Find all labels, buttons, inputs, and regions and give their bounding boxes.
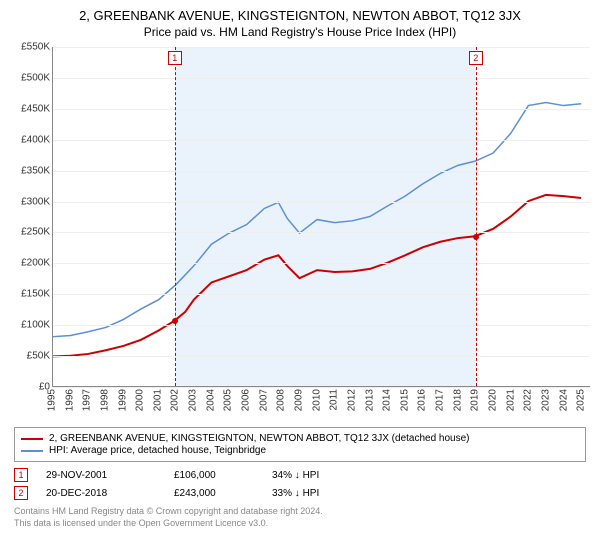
gridline — [53, 171, 590, 172]
x-tick-label: 1999 — [117, 389, 128, 411]
footer: Contains HM Land Registry data © Crown c… — [14, 506, 586, 529]
x-tick-label: 2005 — [223, 389, 234, 411]
gridline — [53, 202, 590, 203]
y-tick-label: £100K — [21, 320, 50, 331]
gridline — [53, 294, 590, 295]
event-vline — [476, 47, 477, 386]
event-delta: 33% ↓ HPI — [272, 488, 319, 499]
gridline — [53, 263, 590, 264]
gridline — [53, 325, 590, 326]
footer-line-1: Contains HM Land Registry data © Crown c… — [14, 506, 586, 518]
y-tick-label: £300K — [21, 196, 50, 207]
x-tick-label: 2015 — [399, 389, 410, 411]
x-tick-label: 2024 — [558, 389, 569, 411]
event-row: 1 29-NOV-2001 £106,000 34% ↓ HPI — [14, 468, 586, 482]
x-tick-label: 2011 — [329, 389, 340, 411]
y-tick-label: £250K — [21, 227, 50, 238]
gridline — [53, 232, 590, 233]
y-tick-label: £550K — [21, 42, 50, 53]
event-price: £106,000 — [174, 470, 254, 481]
event-date: 29-NOV-2001 — [46, 470, 156, 481]
event-dot — [473, 234, 479, 240]
legend-item: HPI: Average price, detached house, Teig… — [21, 445, 579, 456]
legend-label: HPI: Average price, detached house, Teig… — [49, 445, 266, 456]
legend-swatch — [21, 438, 43, 440]
x-tick-label: 2009 — [293, 389, 304, 411]
x-tick-label: 2020 — [487, 389, 498, 411]
series-hpi — [53, 102, 581, 336]
x-tick-label: 1995 — [47, 389, 58, 411]
gridline — [53, 356, 590, 357]
x-tick-label: 2022 — [523, 389, 534, 411]
x-tick-label: 2007 — [258, 389, 269, 411]
line-layer — [53, 47, 590, 386]
event-price: £243,000 — [174, 488, 254, 499]
x-tick-label: 2021 — [505, 389, 516, 411]
chart-subtitle: Price paid vs. HM Land Registry's House … — [10, 25, 590, 39]
event-marker-box: 1 — [168, 51, 182, 65]
x-tick-label: 2004 — [205, 389, 216, 411]
x-tick-label: 2012 — [346, 389, 357, 411]
event-date: 20-DEC-2018 — [46, 488, 156, 499]
plot-area: 12 — [52, 47, 590, 387]
x-tick-label: 2019 — [470, 389, 481, 411]
x-tick-label: 2018 — [452, 389, 463, 411]
y-tick-label: £200K — [21, 258, 50, 269]
x-tick-label: 2000 — [135, 389, 146, 411]
y-tick-label: £500K — [21, 72, 50, 83]
event-marker: 2 — [14, 486, 28, 500]
x-tick-label: 2001 — [152, 389, 163, 411]
y-tick-label: £50K — [27, 351, 50, 362]
x-tick-label: 1998 — [99, 389, 110, 411]
legend-item: 2, GREENBANK AVENUE, KINGSTEIGNTON, NEWT… — [21, 433, 579, 444]
x-tick-label: 1996 — [64, 389, 75, 411]
event-dot — [172, 318, 178, 324]
event-row: 2 20-DEC-2018 £243,000 33% ↓ HPI — [14, 486, 586, 500]
x-tick-label: 2023 — [540, 389, 551, 411]
chart-title: 2, GREENBANK AVENUE, KINGSTEIGNTON, NEWT… — [10, 8, 590, 23]
gridline — [53, 140, 590, 141]
x-tick-label: 1997 — [82, 389, 93, 411]
gridline — [53, 78, 590, 79]
y-tick-label: £350K — [21, 165, 50, 176]
x-tick-label: 2010 — [311, 389, 322, 411]
y-tick-label: £150K — [21, 289, 50, 300]
x-tick-label: 2008 — [276, 389, 287, 411]
footer-line-2: This data is licensed under the Open Gov… — [14, 518, 586, 530]
x-tick-label: 2013 — [364, 389, 375, 411]
x-tick-label: 2003 — [188, 389, 199, 411]
x-tick-label: 2017 — [435, 389, 446, 411]
event-delta: 34% ↓ HPI — [272, 470, 319, 481]
x-axis: 1995199619971998199920002001200220032004… — [52, 387, 590, 417]
x-tick-label: 2014 — [382, 389, 393, 411]
x-tick-label: 2002 — [170, 389, 181, 411]
gridline — [53, 109, 590, 110]
y-tick-label: £450K — [21, 103, 50, 114]
event-marker-box: 2 — [469, 51, 483, 65]
legend-label: 2, GREENBANK AVENUE, KINGSTEIGNTON, NEWT… — [49, 433, 470, 444]
gridline — [53, 47, 590, 48]
event-vline — [175, 47, 176, 386]
x-tick-label: 2016 — [417, 389, 428, 411]
y-tick-label: £400K — [21, 134, 50, 145]
x-tick-label: 2025 — [576, 389, 587, 411]
event-marker: 1 — [14, 468, 28, 482]
x-tick-label: 2006 — [241, 389, 252, 411]
event-list: 1 29-NOV-2001 £106,000 34% ↓ HPI 2 20-DEC-201… — [10, 468, 590, 500]
y-axis: £0£50K£100K£150K£200K£250K£300K£350K£400… — [10, 47, 52, 387]
legend-swatch — [21, 450, 43, 452]
chart-area: £0£50K£100K£150K£200K£250K£300K£350K£400… — [10, 47, 590, 417]
legend: 2, GREENBANK AVENUE, KINGSTEIGNTON, NEWT… — [14, 427, 586, 462]
